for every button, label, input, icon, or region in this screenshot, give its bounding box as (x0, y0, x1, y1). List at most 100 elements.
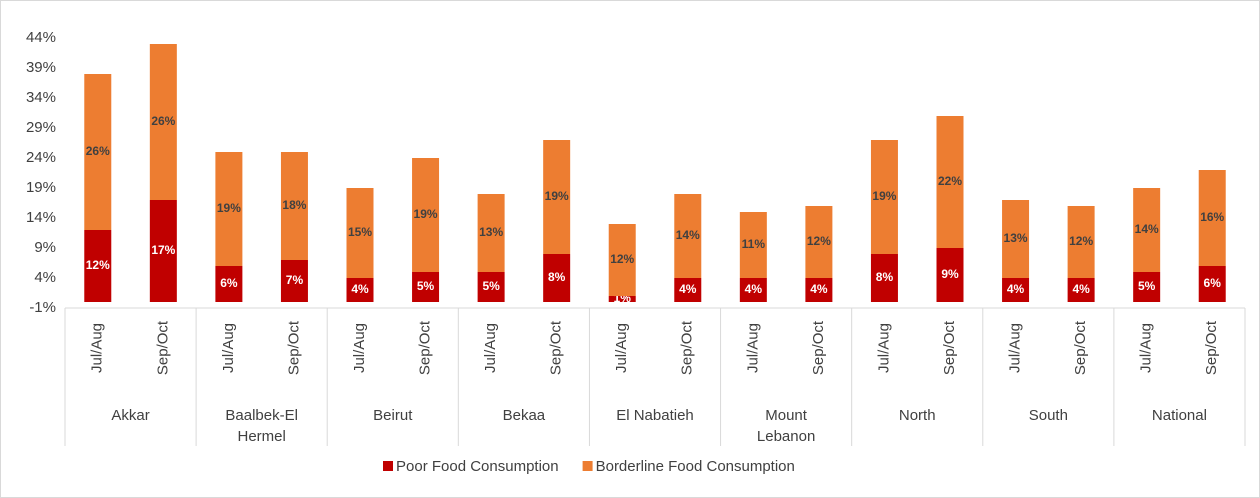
bar-segment (674, 194, 702, 278)
y-tick-label: 24% (26, 149, 56, 166)
data-label: 19% (872, 189, 896, 203)
data-label: 14% (676, 228, 700, 242)
data-label: 16% (1200, 210, 1224, 224)
x-tick-label: Sep/Oct (1203, 320, 1220, 375)
data-label: 4% (745, 282, 763, 296)
x-tick-label: Jul/Aug (1007, 323, 1024, 373)
bar-segment (346, 188, 374, 278)
data-label: 9% (941, 267, 959, 281)
group-label: Bekaa (502, 407, 546, 424)
bar-segment (805, 206, 833, 278)
x-tick-label: Jul/Aug (744, 323, 761, 373)
data-label: 5% (417, 279, 435, 293)
bar-segment (412, 158, 440, 272)
legend-label: Poor Food Consumption (396, 458, 559, 475)
x-tick-label: Jul/Aug (220, 323, 237, 373)
group-label: Akkar (111, 407, 150, 424)
bar-segment (280, 260, 308, 302)
group-label: Mount Lebanon (756, 407, 816, 445)
y-tick-label: -1% (29, 299, 56, 316)
data-label: 19% (545, 189, 569, 203)
y-tick-label: 9% (34, 239, 56, 256)
data-label: 13% (479, 225, 503, 239)
bar-segment (1198, 170, 1226, 266)
y-tick-label: 29% (26, 119, 56, 136)
bar-segment (543, 254, 571, 302)
bar-segment (280, 152, 308, 260)
y-tick-label: 4% (34, 269, 56, 286)
x-tick-label: Sep/Oct (941, 320, 958, 375)
data-label: 8% (548, 270, 566, 284)
x-tick-label: Sep/Oct (154, 320, 171, 375)
legend-label: Borderline Food Consumption (596, 458, 795, 475)
bar-segment (870, 254, 898, 302)
x-tick-label: Sep/Oct (285, 320, 302, 375)
y-tick-label: 14% (26, 209, 56, 226)
x-tick-label: Sep/Oct (1072, 320, 1089, 375)
y-tick-label: 39% (26, 59, 56, 76)
x-tick-label: Sep/Oct (417, 320, 434, 375)
data-label: 5% (482, 279, 500, 293)
data-label: 4% (810, 282, 828, 296)
group-label: El Nabatieh (616, 407, 694, 424)
data-label: 6% (220, 276, 238, 290)
data-label: 17% (151, 243, 175, 257)
group-label: North (898, 407, 936, 424)
bar-segment (1133, 188, 1161, 272)
data-label: 12% (610, 252, 634, 266)
x-tick-label: Jul/Aug (351, 323, 368, 373)
data-label: 19% (414, 207, 438, 221)
data-label: 12% (807, 234, 831, 248)
bar-segment (936, 248, 964, 302)
x-tick-label: Jul/Aug (89, 323, 106, 373)
x-tick-label: Sep/Oct (810, 320, 827, 375)
bar-segment (1067, 278, 1095, 302)
group-label: National (1151, 407, 1207, 424)
data-label: 14% (1135, 222, 1159, 236)
x-tick-label: Sep/Oct (548, 320, 565, 375)
data-label: 18% (282, 198, 306, 212)
x-tick-label: Jul/Aug (875, 323, 892, 373)
group-label: South (1028, 407, 1068, 424)
bar-segment (739, 212, 767, 278)
bar-segment (346, 278, 374, 302)
bar-segment (149, 200, 177, 302)
bar-segment (1198, 266, 1226, 302)
data-label: 7% (286, 273, 304, 287)
group-label: Baalbek-El Hermel (225, 407, 298, 445)
bar-segment (805, 278, 833, 302)
bar-segment (215, 152, 243, 266)
data-label: 12% (86, 258, 110, 272)
data-label: 12% (1069, 234, 1093, 248)
data-label: 4% (351, 282, 369, 296)
data-label: 11% (742, 237, 766, 251)
x-tick-label: Sep/Oct (679, 320, 696, 375)
bar-segment (477, 272, 505, 302)
y-tick-label: 19% (26, 179, 56, 196)
data-label: 4% (679, 282, 697, 296)
legend-swatch (383, 461, 393, 471)
legend-swatch (582, 461, 593, 471)
x-tick-label: Jul/Aug (613, 323, 630, 373)
data-label: 13% (1004, 231, 1028, 245)
bar-segment (1002, 200, 1030, 278)
bar-segment (215, 266, 243, 302)
bar-segment (543, 140, 571, 254)
bar-segment (1002, 278, 1030, 302)
bar-segment (1133, 272, 1161, 302)
data-label: 19% (217, 201, 241, 215)
bar-segment (608, 296, 636, 302)
y-tick-label: 44% (26, 29, 56, 46)
bar-segment (1067, 206, 1095, 278)
bar-segment (84, 230, 112, 302)
data-label: 26% (151, 114, 175, 128)
data-label: 15% (348, 225, 372, 239)
y-tick-label: 34% (26, 89, 56, 106)
bar-segment (84, 74, 112, 230)
bar-segment (149, 44, 177, 200)
bar-segment (936, 116, 964, 248)
x-tick-label: Jul/Aug (482, 323, 499, 373)
bar-segment (412, 272, 440, 302)
